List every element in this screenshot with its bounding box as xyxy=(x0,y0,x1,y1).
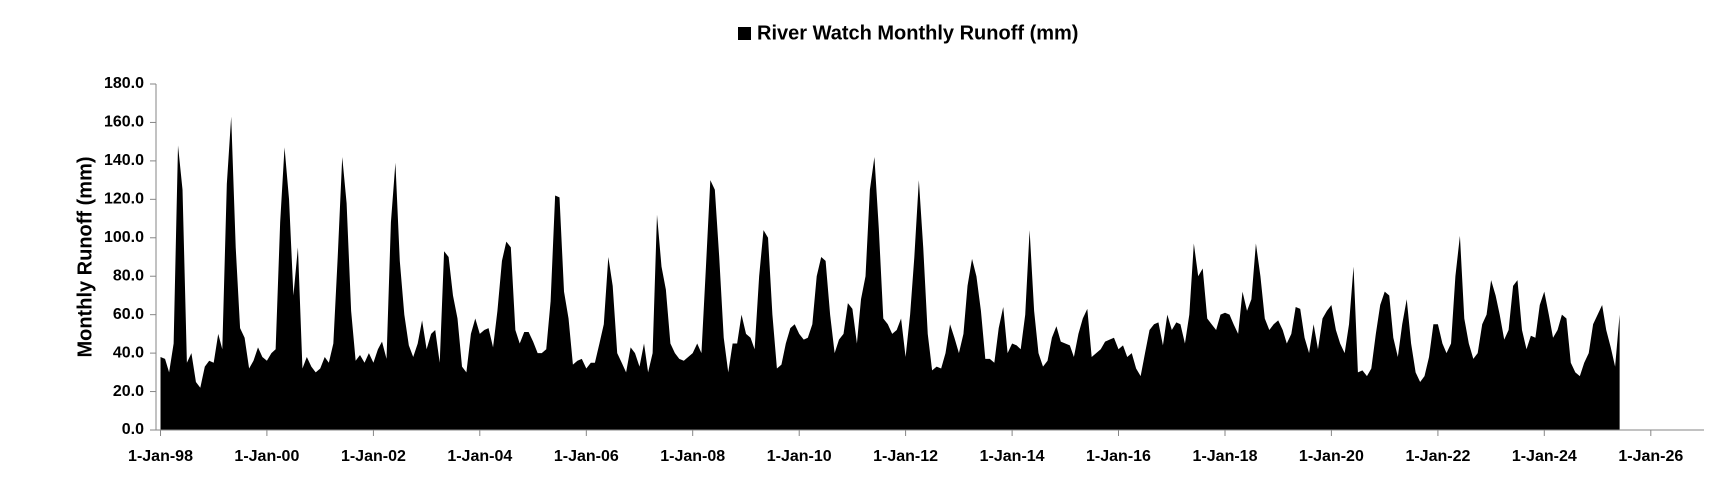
x-tick-label: 1-Jan-14 xyxy=(980,448,1045,465)
x-tick-label: 1-Jan-26 xyxy=(1618,448,1683,465)
x-tick-label: 1-Jan-08 xyxy=(660,448,725,465)
y-tick-label: 120.0 xyxy=(104,191,144,208)
y-tick-label: 0.0 xyxy=(122,421,144,438)
y-tick-label: 100.0 xyxy=(104,229,144,246)
x-tick-label: 1-Jan-22 xyxy=(1405,448,1470,465)
y-tick-label: 60.0 xyxy=(113,306,144,323)
legend-label: River Watch Monthly Runoff (mm) xyxy=(757,22,1078,44)
x-tick-label: 1-Jan-20 xyxy=(1299,448,1364,465)
x-tick-label: 1-Jan-06 xyxy=(554,448,619,465)
x-tick-label: 1-Jan-10 xyxy=(767,448,832,465)
y-tick-label: 80.0 xyxy=(113,267,144,284)
x-tick-label: 1-Jan-00 xyxy=(234,448,299,465)
x-tick-label: 1-Jan-12 xyxy=(873,448,938,465)
y-tick-label: 180.0 xyxy=(104,75,144,92)
y-tick-label: 160.0 xyxy=(104,114,144,131)
y-tick-label: 140.0 xyxy=(104,152,144,169)
x-tick-label: 1-Jan-04 xyxy=(447,448,512,465)
x-tick-label: 1-Jan-18 xyxy=(1193,448,1258,465)
legend-swatch xyxy=(738,27,751,40)
y-axis-title: Monthly Runoff (mm) xyxy=(74,156,96,357)
x-tick-label: 1-Jan-16 xyxy=(1086,448,1151,465)
area xyxy=(160,116,1620,430)
y-tick-label: 20.0 xyxy=(113,383,144,400)
x-tick-label: 1-Jan-24 xyxy=(1512,448,1577,465)
x-tick-label: 1-Jan-98 xyxy=(128,448,193,465)
x-tick-label: 1-Jan-02 xyxy=(341,448,406,465)
y-tick-label: 40.0 xyxy=(113,344,144,361)
